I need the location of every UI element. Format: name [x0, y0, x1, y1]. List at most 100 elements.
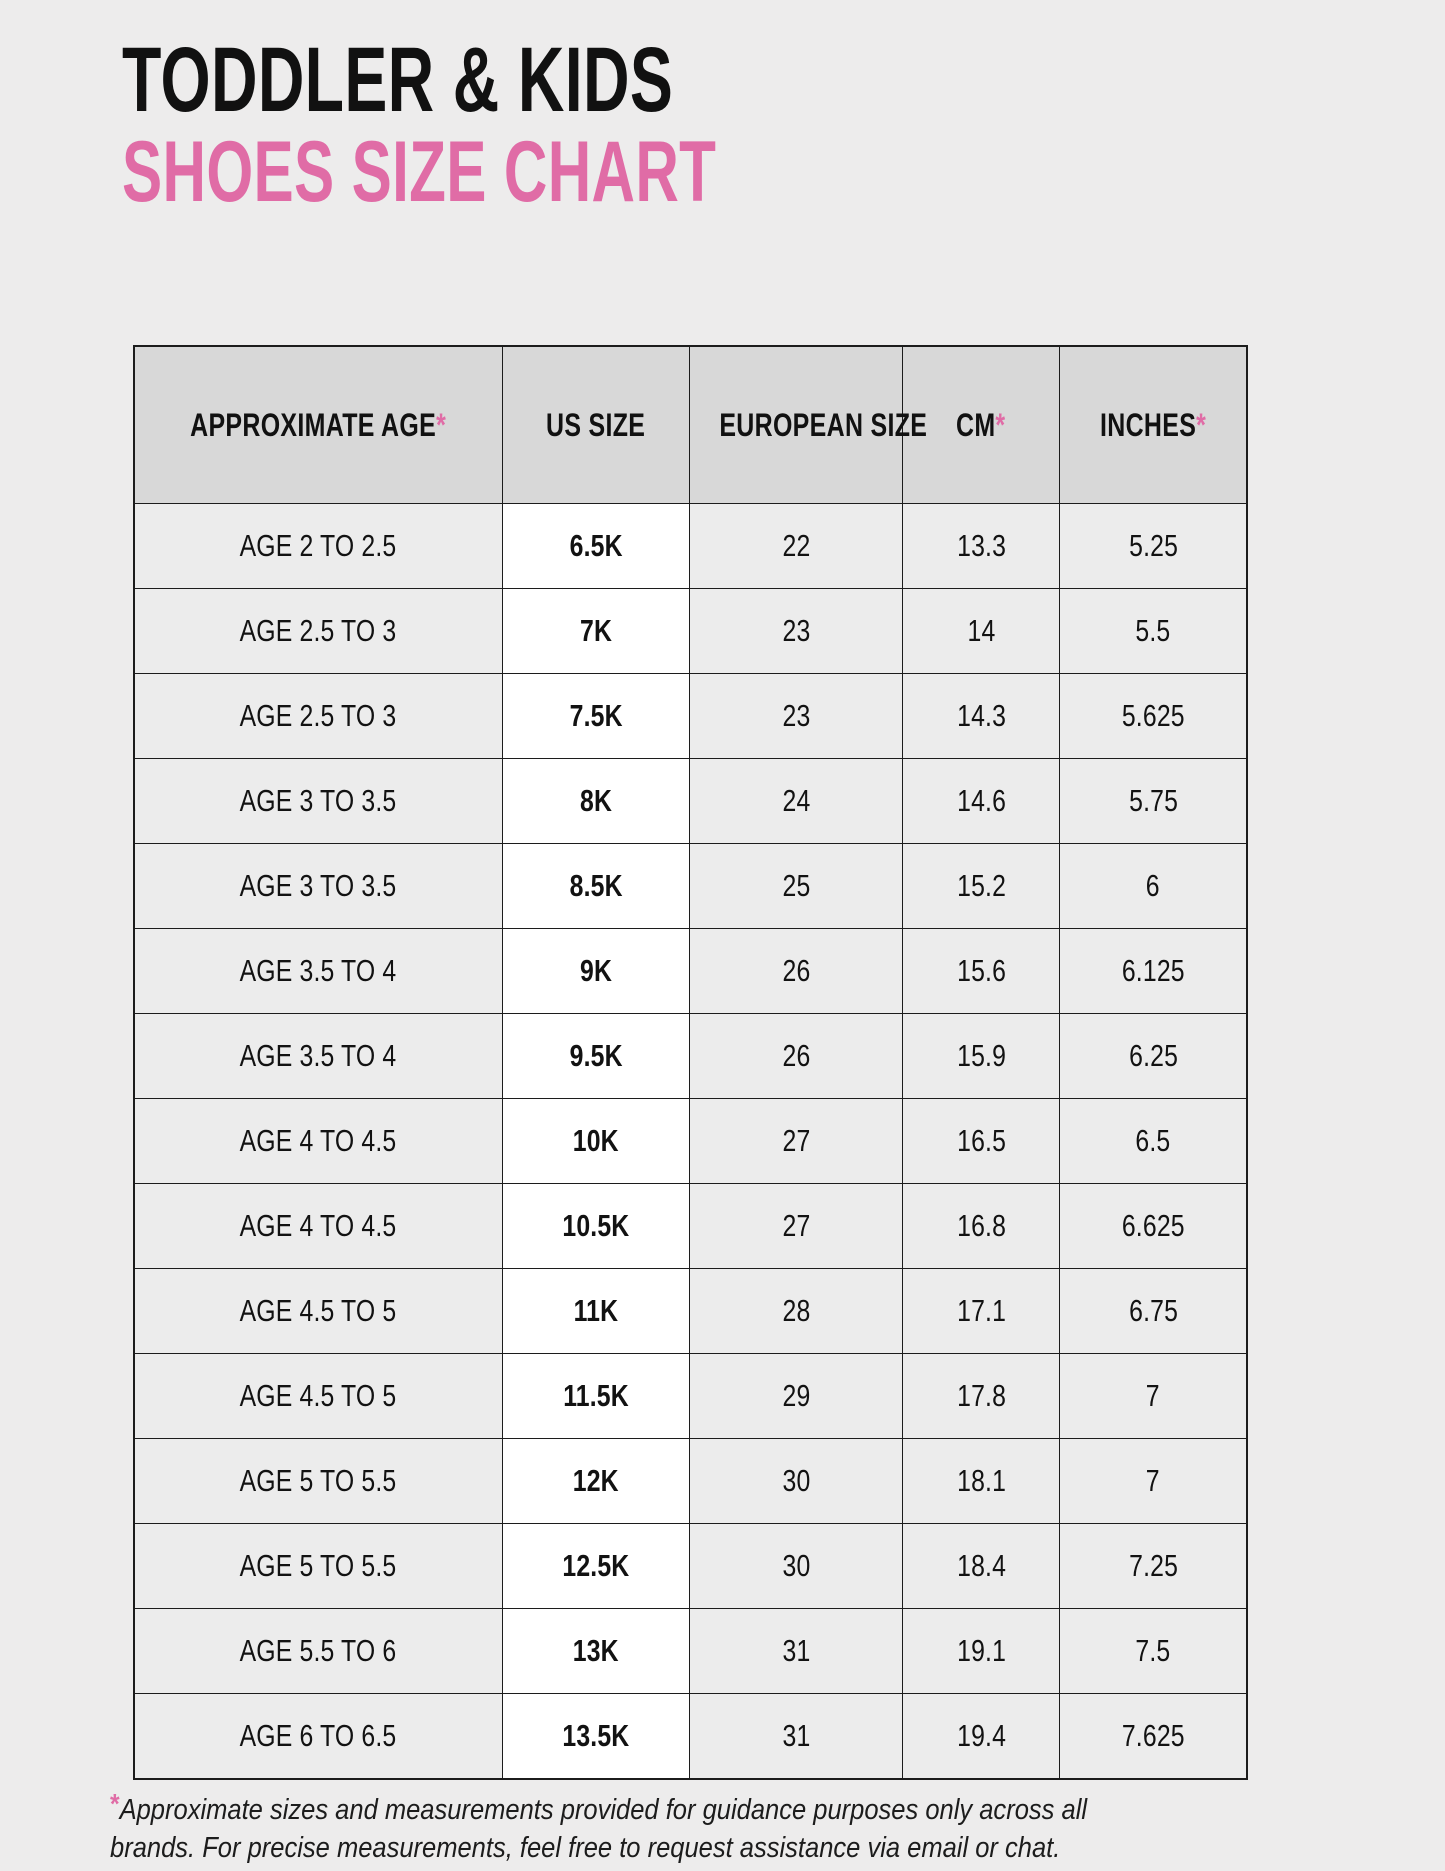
cell-cm: 17.8 [902, 1353, 1061, 1439]
cell-inches-text: 7 [1146, 1378, 1161, 1413]
cell-inches-text: 6.125 [1121, 953, 1185, 988]
cell-european-size: 31 [688, 1693, 904, 1780]
cell-approximate-age: AGE 2 TO 2.5 [133, 503, 503, 589]
cell-inches-text: 5.5 [1135, 613, 1171, 648]
cell-us-size-text: 9.5K [569, 1038, 623, 1073]
cell-cm: 13.3 [902, 503, 1061, 589]
cell-us-size-text: 10K [572, 1123, 619, 1158]
column-header-label: EUROPEAN SIZE [719, 406, 928, 443]
cell-european-size-text: 28 [782, 1293, 811, 1328]
cell-approximate-age-text: AGE 2.5 TO 3 [239, 698, 397, 733]
cell-approximate-age: AGE 3 TO 3.5 [133, 843, 503, 929]
cell-approximate-age-text: AGE 4 TO 4.5 [239, 1123, 397, 1158]
cell-us-size-text: 11K [573, 1293, 619, 1328]
column-header-label: US SIZE [546, 406, 646, 443]
cell-inches: 7.25 [1059, 1523, 1248, 1609]
cell-approximate-age: AGE 4 TO 4.5 [133, 1183, 503, 1269]
cell-approximate-age-text: AGE 4.5 TO 5 [239, 1378, 397, 1413]
cell-approximate-age: AGE 6 TO 6.5 [133, 1693, 503, 1780]
cell-approximate-age-text: AGE 5.5 TO 6 [239, 1633, 397, 1668]
asterisk-marker: * [995, 406, 1006, 443]
cell-inches-text: 7.625 [1121, 1718, 1185, 1753]
cell-us-size-text: 6.5K [569, 528, 623, 563]
cell-us-size-text: 7K [579, 613, 612, 648]
cell-us-size-text: 8K [579, 783, 612, 818]
cell-european-size: 23 [688, 673, 904, 759]
cell-cm-text: 15.9 [956, 1038, 1006, 1073]
table-row: AGE 3 TO 3.5 8.5K 25 15.2 6 [133, 843, 1248, 929]
cell-inches: 7 [1059, 1438, 1248, 1524]
cell-us-size: 9K [501, 928, 690, 1014]
table-row: AGE 3.5 TO 4 9.5K 26 15.9 6.25 [133, 1013, 1248, 1099]
cell-european-size: 30 [688, 1523, 904, 1609]
cell-european-size: 22 [688, 503, 904, 589]
cell-inches-text: 5.625 [1121, 698, 1185, 733]
cell-inches-text: 6.625 [1121, 1208, 1185, 1243]
cell-us-size-text: 8.5K [569, 868, 623, 903]
column-header-label: INCHES [1100, 406, 1197, 443]
column-header-inches: INCHES* [1059, 345, 1248, 504]
cell-cm: 14 [902, 588, 1061, 674]
cell-approximate-age-text: AGE 3.5 TO 4 [239, 953, 397, 988]
cell-cm-text: 17.1 [956, 1293, 1006, 1328]
cell-european-size-text: 31 [782, 1633, 811, 1668]
cell-european-size-text: 24 [782, 783, 811, 818]
cell-european-size: 26 [688, 928, 904, 1014]
cell-cm: 17.1 [902, 1268, 1061, 1354]
cell-european-size: 27 [688, 1098, 904, 1184]
cell-us-size-text: 13K [572, 1633, 619, 1668]
cell-approximate-age: AGE 4.5 TO 5 [133, 1353, 503, 1439]
cell-us-size: 10.5K [501, 1183, 690, 1269]
table-row: AGE 4 TO 4.5 10K 27 16.5 6.5 [133, 1098, 1248, 1184]
cell-approximate-age: AGE 5 TO 5.5 [133, 1438, 503, 1524]
table-row: AGE 5 TO 5.5 12.5K 30 18.4 7.25 [133, 1523, 1248, 1609]
column-header-us-size: US SIZE [501, 345, 690, 504]
cell-us-size: 11.5K [501, 1353, 690, 1439]
cell-inches-text: 5.75 [1128, 783, 1178, 818]
cell-cm-text: 14.6 [956, 783, 1006, 818]
cell-inches-text: 7.5 [1135, 1633, 1171, 1668]
cell-inches: 7 [1059, 1353, 1248, 1439]
cell-european-size-text: 29 [782, 1378, 811, 1413]
cell-european-size-text: 27 [782, 1208, 811, 1243]
cell-cm-text: 18.4 [956, 1548, 1006, 1583]
cell-cm: 16.5 [902, 1098, 1061, 1184]
cell-cm: 14.3 [902, 673, 1061, 759]
cell-approximate-age-text: AGE 3 TO 3.5 [239, 868, 397, 903]
cell-us-size-text: 13.5K [562, 1718, 630, 1753]
cell-inches: 7.625 [1059, 1693, 1248, 1780]
cell-approximate-age: AGE 2.5 TO 3 [133, 673, 503, 759]
title-line-primary: TODDLER & KIDS [122, 29, 674, 131]
table-row: AGE 4.5 TO 5 11K 28 17.1 6.75 [133, 1268, 1248, 1354]
cell-us-size: 10K [501, 1098, 690, 1184]
cell-inches-text: 6.5 [1135, 1123, 1171, 1158]
cell-us-size: 12K [501, 1438, 690, 1524]
cell-european-size-text: 22 [782, 528, 811, 563]
cell-approximate-age: AGE 3 TO 3.5 [133, 758, 503, 844]
cell-inches: 5.25 [1059, 503, 1248, 589]
cell-cm-text: 14.3 [956, 698, 1006, 733]
cell-european-size: 31 [688, 1608, 904, 1694]
cell-european-size-text: 31 [782, 1718, 811, 1753]
cell-inches-text: 6 [1146, 868, 1161, 903]
cell-inches: 6.125 [1059, 928, 1248, 1014]
cell-inches-text: 7 [1146, 1463, 1161, 1498]
cell-approximate-age: AGE 3.5 TO 4 [133, 1013, 503, 1099]
cell-european-size-text: 26 [782, 953, 811, 988]
cell-approximate-age: AGE 3.5 TO 4 [133, 928, 503, 1014]
table-row: AGE 5.5 TO 6 13K 31 19.1 7.5 [133, 1608, 1248, 1694]
cell-european-size-text: 27 [782, 1123, 811, 1158]
table-header: APPROXIMATE AGE* US SIZE EUROPEAN SIZE C… [133, 345, 1248, 504]
table-row: AGE 5 TO 5.5 12K 30 18.1 7 [133, 1438, 1248, 1524]
cell-inches: 6.625 [1059, 1183, 1248, 1269]
cell-european-size: 25 [688, 843, 904, 929]
cell-us-size-text: 11.5K [563, 1378, 629, 1413]
table-row: AGE 6 TO 6.5 13.5K 31 19.4 7.625 [133, 1693, 1248, 1780]
cell-us-size: 13K [501, 1608, 690, 1694]
cell-cm: 18.4 [902, 1523, 1061, 1609]
column-header-approximate-age: APPROXIMATE AGE* [133, 345, 503, 504]
cell-cm-text: 17.8 [956, 1378, 1006, 1413]
footnote: *Approximate sizes and measurements prov… [110, 1786, 1148, 1868]
cell-us-size: 7K [501, 588, 690, 674]
